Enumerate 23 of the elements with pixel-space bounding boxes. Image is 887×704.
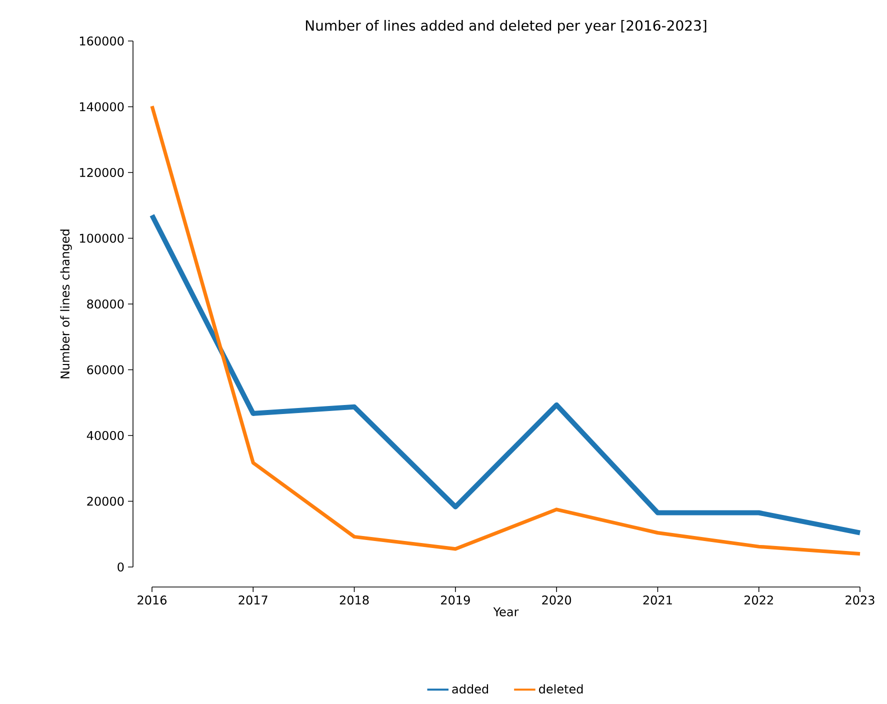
x-tick-label: 2017 (238, 596, 268, 605)
y-tick-label: 100000 (80, 234, 124, 243)
x-tick-label: 2019 (441, 596, 470, 605)
line-series (150, 104, 862, 556)
y-axis-title: Number of lines changed (60, 230, 72, 378)
y-tick-label: 120000 (80, 168, 124, 178)
x-tick-label: 2023 (846, 596, 874, 605)
x-tick-label: 2021 (643, 596, 672, 605)
x-tick-label: 2022 (744, 596, 773, 605)
y-tick-label: 160000 (80, 36, 124, 46)
y-tick-label: 0 (118, 562, 124, 572)
legend-label: deleted (538, 684, 583, 694)
legend-label: added (452, 684, 488, 694)
x-tick-label: 2018 (340, 596, 369, 605)
y-tick-label: 140000 (80, 102, 124, 112)
y-tick-label: 20000 (87, 496, 124, 506)
x-tick-label: 2020 (542, 596, 572, 605)
chart-title: Number of lines added and deleted per year [2016-2023] (306, 20, 706, 34)
x-tick-label: 2016 (138, 596, 166, 605)
y-tick-label: 80000 (87, 299, 124, 309)
x-axis-title: Year (493, 607, 519, 616)
y-tick-label: 40000 (86, 430, 124, 440)
y-tick-label: 60000 (87, 365, 124, 374)
